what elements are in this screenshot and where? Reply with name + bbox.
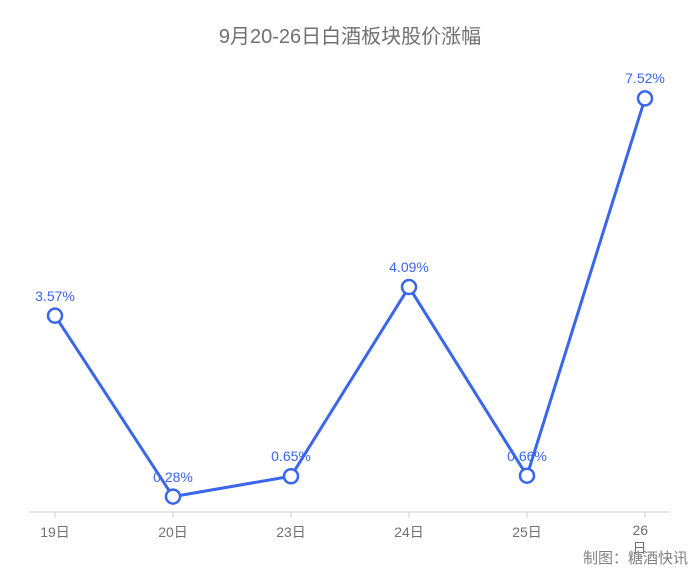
series-line (55, 98, 645, 496)
data-marker (402, 280, 416, 294)
x-axis-label: 19日 (40, 522, 70, 542)
x-axis-label: 23日 (276, 522, 306, 542)
data-label: 7.52% (625, 70, 665, 86)
data-label: 4.09% (389, 259, 429, 275)
data-label: 3.57% (35, 288, 75, 304)
chart-credit: 制图：糖酒快讯 (583, 547, 688, 568)
x-axis-label: 20日 (158, 522, 188, 542)
data-marker (48, 309, 62, 323)
x-axis-label: 25日 (512, 522, 542, 542)
x-axis-label: 24日 (394, 522, 424, 542)
data-marker (284, 469, 298, 483)
axis-group (30, 512, 670, 518)
data-label: 0.65% (271, 448, 311, 464)
line-group (55, 98, 645, 496)
data-marker (520, 469, 534, 483)
data-label: 0.66% (507, 448, 547, 464)
chart-svg (30, 72, 670, 512)
data-marker (638, 91, 652, 105)
plot-area: 19日20日23日24日25日26日3.57%0.28%0.65%4.09%0.… (30, 72, 670, 512)
chart-title: 9月20-26日白酒板块股价涨幅 (0, 0, 700, 49)
data-label: 0.28% (153, 469, 193, 485)
data-marker (166, 490, 180, 504)
chart-container: 9月20-26日白酒板块股价涨幅 19日20日23日24日25日26日3.57%… (0, 0, 700, 576)
